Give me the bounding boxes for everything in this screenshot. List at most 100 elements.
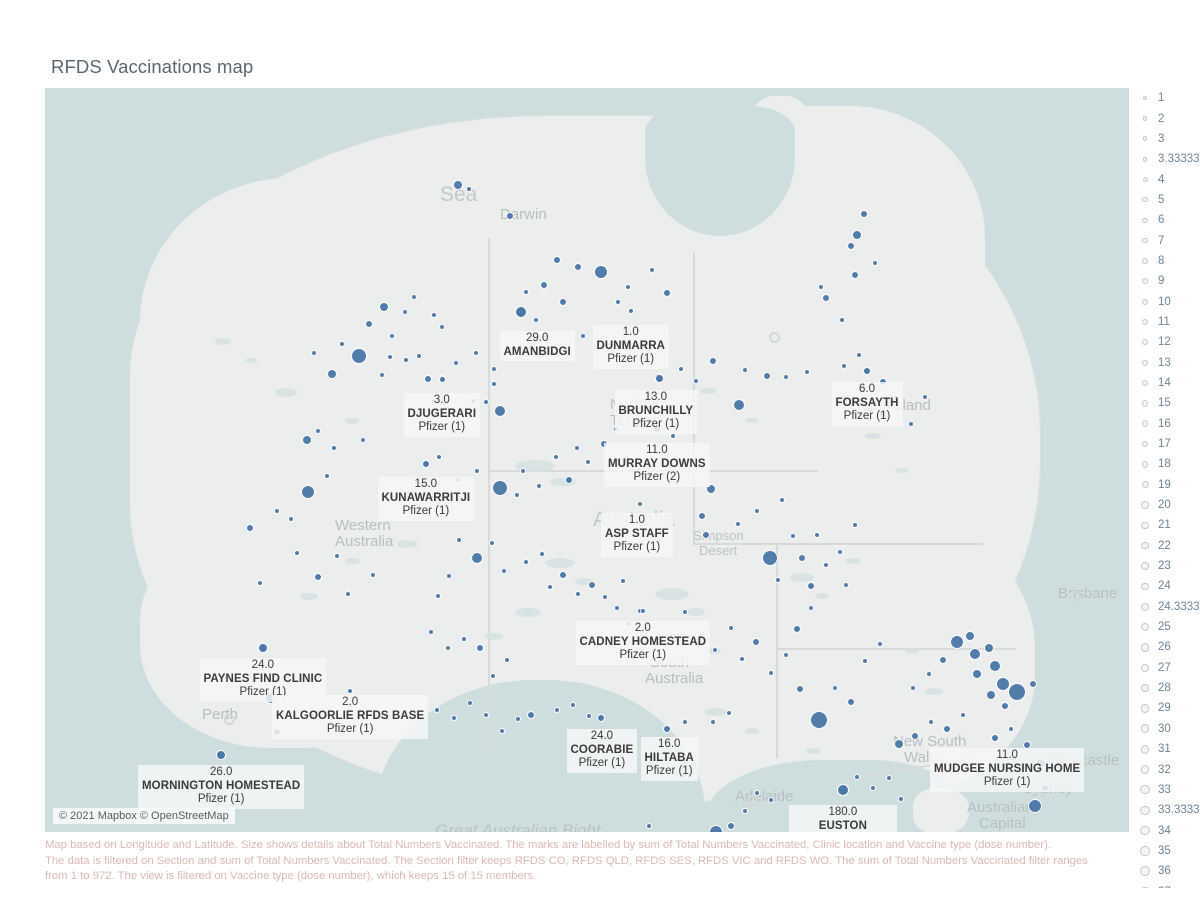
data-mark[interactable] — [365, 320, 373, 328]
legend-item[interactable]: 20 — [1136, 495, 1200, 515]
data-mark[interactable] — [839, 317, 845, 323]
data-mark[interactable] — [476, 644, 484, 652]
data-mark[interactable] — [1001, 702, 1009, 710]
legend-item[interactable]: 1 — [1136, 88, 1200, 108]
data-mark[interactable] — [246, 524, 254, 532]
data-mark[interactable] — [514, 492, 520, 498]
data-mark[interactable] — [491, 381, 497, 387]
data-mark[interactable] — [908, 421, 914, 427]
data-mark[interactable] — [559, 298, 567, 306]
data-mark[interactable] — [483, 399, 489, 405]
data-mark[interactable] — [411, 294, 417, 300]
data-mark[interactable] — [870, 785, 876, 791]
data-mark[interactable] — [620, 578, 626, 584]
data-mark[interactable] — [402, 309, 408, 315]
data-mark[interactable] — [972, 669, 982, 679]
data-mark[interactable] — [960, 712, 966, 718]
data-mark[interactable] — [324, 473, 330, 479]
size-legend[interactable]: 1 2 3 3.33333 4 5 6 7 8 9 10 11 12 13 14 15 16 17 18 19 20 21… — [1136, 88, 1200, 888]
data-mark[interactable] — [446, 573, 452, 579]
data-mark[interactable] — [434, 707, 440, 713]
data-mark[interactable] — [565, 476, 573, 484]
data-mark[interactable] — [436, 454, 442, 460]
data-mark[interactable] — [783, 652, 789, 658]
data-mark[interactable] — [553, 256, 561, 264]
data-mark[interactable] — [379, 302, 389, 312]
data-mark[interactable] — [544, 333, 550, 339]
data-mark[interactable] — [928, 719, 934, 725]
data-mark[interactable] — [763, 372, 771, 380]
data-mark[interactable] — [586, 713, 592, 719]
data-mark[interactable] — [926, 671, 932, 677]
data-mark[interactable] — [625, 284, 631, 290]
data-mark[interactable] — [467, 700, 473, 706]
legend-item[interactable]: 14 — [1136, 373, 1200, 393]
data-mark[interactable] — [466, 186, 472, 192]
legend-item[interactable]: 5 — [1136, 190, 1200, 210]
data-mark[interactable] — [626, 621, 632, 627]
data-mark[interactable] — [779, 497, 785, 503]
data-mark[interactable] — [762, 550, 778, 566]
legend-item[interactable]: 31 — [1136, 739, 1200, 759]
legend-item[interactable]: 4 — [1136, 169, 1200, 189]
legend-item[interactable]: 25 — [1136, 617, 1200, 637]
data-mark[interactable] — [742, 367, 748, 373]
data-mark[interactable] — [969, 648, 981, 660]
data-mark[interactable] — [808, 605, 814, 611]
data-mark[interactable] — [775, 577, 781, 583]
data-mark[interactable] — [939, 656, 947, 664]
data-mark[interactable] — [585, 459, 591, 465]
data-mark[interactable] — [851, 271, 859, 279]
data-mark[interactable] — [893, 395, 899, 401]
data-mark[interactable] — [274, 508, 280, 514]
legend-item[interactable]: 18 — [1136, 454, 1200, 474]
data-mark[interactable] — [698, 633, 704, 639]
data-mark[interactable] — [471, 552, 483, 564]
data-mark[interactable] — [742, 808, 748, 814]
data-mark[interactable] — [943, 725, 951, 733]
data-mark[interactable] — [539, 551, 545, 557]
data-mark[interactable] — [461, 636, 467, 642]
data-mark[interactable] — [663, 289, 671, 297]
data-mark[interactable] — [553, 454, 559, 460]
data-mark[interactable] — [733, 399, 745, 411]
data-mark[interactable] — [693, 378, 699, 384]
data-mark[interactable] — [852, 522, 858, 528]
data-mark[interactable] — [499, 728, 505, 734]
data-mark[interactable] — [922, 394, 928, 400]
data-mark[interactable] — [370, 572, 376, 578]
data-mark[interactable] — [996, 677, 1010, 691]
data-mark[interactable] — [854, 774, 860, 780]
data-mark[interactable] — [768, 670, 774, 676]
data-mark[interactable] — [796, 685, 804, 693]
data-mark[interactable] — [615, 299, 621, 305]
legend-item[interactable]: 6 — [1136, 210, 1200, 230]
data-mark[interactable] — [1041, 784, 1049, 792]
data-mark[interactable] — [910, 685, 916, 691]
data-mark[interactable] — [456, 537, 462, 543]
data-mark[interactable] — [989, 660, 1001, 672]
data-mark[interactable] — [554, 707, 560, 713]
data-mark[interactable] — [837, 784, 849, 796]
data-mark[interactable] — [727, 822, 735, 830]
data-mark[interactable] — [735, 521, 741, 527]
data-mark[interactable] — [257, 580, 263, 586]
data-mark[interactable] — [504, 657, 510, 663]
data-mark[interactable] — [768, 797, 774, 803]
data-mark[interactable] — [439, 324, 445, 330]
data-mark[interactable] — [216, 750, 226, 760]
data-mark[interactable] — [339, 341, 345, 347]
data-mark[interactable] — [559, 571, 567, 579]
data-mark[interactable] — [790, 533, 796, 539]
data-mark[interactable] — [490, 673, 496, 679]
data-mark[interactable] — [445, 645, 451, 651]
data-mark[interactable] — [807, 582, 815, 590]
data-mark[interactable] — [640, 608, 646, 614]
data-mark[interactable] — [533, 317, 539, 323]
data-mark[interactable] — [644, 357, 650, 363]
data-mark[interactable] — [678, 366, 684, 372]
data-mark[interactable] — [473, 350, 479, 356]
data-mark[interactable] — [847, 698, 855, 706]
data-mark[interactable] — [431, 312, 437, 318]
legend-item[interactable]: 16 — [1136, 414, 1200, 434]
